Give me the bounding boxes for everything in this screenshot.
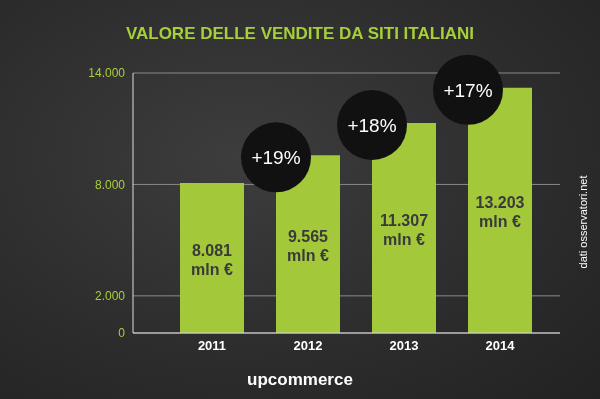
svg-text:+17%: +17% [443,80,492,101]
svg-text:2.000: 2.000 [95,289,125,303]
html-text:VALORE DELLE VENDITE DA SITI I: VALORE DELLE VENDITE DA SITI ITALIANI [125,24,475,43]
svg-text:2012: 2012 [294,338,323,353]
svg-text:11.307mln €: 11.307mln € [380,212,428,248]
html-text:dati osservatori.net: dati osservatori.net [577,175,589,269]
svg-text:2011: 2011 [198,338,226,353]
svg-text:2014: 2014 [486,338,516,353]
svg-text:+18%: +18% [347,115,396,136]
svg-text:13.203mln €: 13.203mln € [476,194,525,230]
html-text:upcommerce: upcommerce [247,370,353,389]
svg-text:0: 0 [118,326,125,340]
svg-text:+19%: +19% [251,147,300,168]
svg-text:2013: 2013 [390,338,419,353]
svg-text:14.000: 14.000 [88,66,125,80]
svg-text:8.081mln €: 8.081mln € [191,242,233,278]
svg-text:9.565mln €: 9.565mln € [287,228,329,264]
svg-text:8.000: 8.000 [95,178,125,192]
